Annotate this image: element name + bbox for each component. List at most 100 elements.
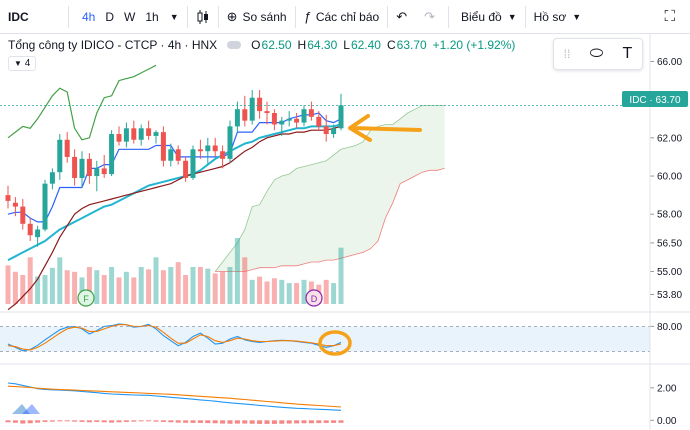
macd-histogram-bar: [257, 420, 263, 424]
candle-body: [27, 223, 33, 236]
compare-button[interactable]: ⊕ So sánh: [221, 0, 293, 34]
eye-icon[interactable]: [227, 41, 242, 49]
volume-bar: [131, 277, 137, 304]
candle-body: [153, 132, 159, 136]
candle-body: [146, 128, 152, 136]
indicators-label: Các chỉ báo: [315, 9, 380, 24]
candle-body: [64, 139, 70, 157]
candle-body: [279, 120, 285, 125]
volume-bar: [286, 283, 292, 304]
symbol-search[interactable]: IDC: [0, 0, 66, 34]
candle-body: [94, 168, 100, 177]
candle-body: [316, 116, 322, 127]
chart-type-button[interactable]: Biểu đồ ▼: [451, 0, 523, 34]
timeframe-4h[interactable]: 4h: [82, 9, 96, 24]
drag-handle-icon[interactable]: ⁞⁞: [563, 47, 571, 61]
volume-bar: [212, 273, 218, 304]
candle-body: [101, 168, 107, 175]
candlesticks: [5, 90, 344, 247]
candle-body: [49, 172, 55, 184]
volume-bar: [153, 257, 159, 304]
macd-histogram-bar: [35, 420, 41, 423]
candle-body: [323, 126, 329, 135]
candle-body: [249, 97, 255, 121]
profile-button[interactable]: Hồ sơ ▼: [528, 0, 587, 34]
volume-bar: [227, 266, 233, 304]
macd-line: [7, 382, 342, 411]
price-tick-label: 55.00: [657, 267, 682, 278]
candle-body: [138, 128, 144, 140]
macd-histogram-bar: [27, 420, 33, 424]
macd-histogram-bar: [338, 420, 344, 423]
timeframe-1h[interactable]: 1h: [145, 9, 159, 24]
toolbar-divider: [448, 5, 450, 28]
macd-histogram-bar: [301, 420, 307, 424]
macd-histogram-bar: [316, 420, 322, 424]
legend-change: +1.20 (+1.92%): [432, 38, 516, 52]
macd-histogram-bar: [86, 420, 92, 423]
price-tick-label: 60.00: [657, 172, 682, 183]
timeframe-w[interactable]: W: [124, 9, 136, 24]
series-line: [7, 123, 342, 261]
price-badge-label: IDC · 63.70: [629, 95, 681, 106]
volume-bar: [331, 283, 337, 304]
macd-histogram-bar: [138, 420, 144, 422]
macd-histogram-bar: [249, 420, 255, 424]
candle-body: [212, 145, 218, 152]
candle-body: [331, 128, 337, 135]
volume-bar: [197, 266, 203, 304]
redo-icon: ↷: [424, 8, 436, 24]
candle-body: [131, 128, 137, 140]
candle-style-button[interactable]: [190, 0, 216, 34]
stochastic-line: [7, 324, 342, 351]
price-tick-label: 62.00: [657, 133, 682, 144]
text-tool-icon[interactable]: T: [622, 45, 633, 62]
volume-bar: [57, 257, 63, 304]
legend-title: Tổng công ty IDICO - CTCP · 4h · HNX: [8, 38, 218, 52]
candle-body: [227, 126, 233, 159]
candle-body: [271, 113, 277, 125]
macd-histogram-bar: [116, 420, 122, 423]
toolbar-divider: [294, 5, 296, 28]
macd-histogram-bar: [131, 420, 137, 422]
macd-histogram-bar: [205, 420, 211, 424]
candle-body: [86, 158, 92, 177]
marker-purple[interactable]: D: [305, 289, 323, 307]
fullscreen-button[interactable]: ⛶: [658, 0, 690, 34]
volume-bar: [72, 271, 78, 304]
macd-histogram-bar: [271, 420, 277, 424]
stochastic-lines: [7, 323, 342, 352]
indicators-button[interactable]: ƒ Các chỉ báo: [298, 0, 386, 34]
redo-button[interactable]: ↷: [418, 0, 446, 34]
cloud-fill: [215, 105, 445, 272]
macd-histogram-bar: [123, 420, 129, 422]
marker-green[interactable]: F: [77, 289, 95, 307]
volume-bar: [234, 238, 240, 304]
volume-bar: [257, 276, 263, 304]
volume-bar: [323, 279, 329, 304]
legend-close-label: C: [386, 38, 396, 52]
volume-bar: [264, 281, 270, 304]
undo-button[interactable]: ↶: [390, 0, 418, 34]
macd-histogram-bar: [12, 420, 18, 423]
chevron-down-icon[interactable]: ▼: [169, 11, 179, 22]
legend-open-label: O: [251, 38, 261, 52]
volume-bar: [168, 266, 174, 304]
chevron-down-icon: ▼: [507, 11, 517, 22]
ichimoku-cloud: [214, 105, 445, 272]
indicators-collapse-button[interactable]: ▼ 4: [8, 56, 37, 71]
marker-purple-label: D: [311, 294, 318, 304]
candle-body: [183, 160, 189, 178]
volume-bar: [175, 262, 181, 304]
candle-body: [294, 118, 300, 123]
series-line: [7, 125, 342, 311]
volume-bar: [279, 279, 285, 304]
series-line: [7, 64, 157, 141]
shape-tool-icon[interactable]: ⬭: [589, 45, 604, 62]
volume-bar: [220, 271, 226, 304]
timeframe-d[interactable]: D: [105, 9, 115, 24]
plus-circle-icon: ⊕: [226, 8, 238, 24]
timeframe-group: 4h D W 1h ▼: [71, 0, 185, 34]
price-axis[interactable]: 66.0064.0062.0060.0058.0056.5055.0053.80…: [0, 57, 682, 427]
